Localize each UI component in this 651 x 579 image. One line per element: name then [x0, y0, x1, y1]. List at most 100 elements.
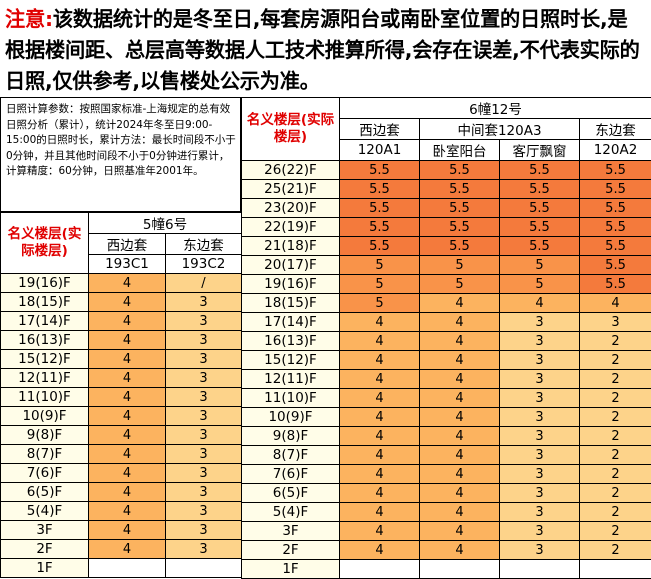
unit-code-header: 120A1	[340, 140, 420, 161]
floor-label: 22(19)F	[242, 218, 340, 237]
sunlight-hours-cell: 3	[500, 408, 580, 427]
sunlight-hours-cell: 4	[340, 503, 420, 522]
floor-label: 11(10)F	[242, 389, 340, 408]
floor-label: 18(15)F	[242, 294, 340, 313]
floor-label: 2F	[242, 541, 340, 560]
sunlight-hours-cell: 4	[89, 312, 166, 331]
sunlight-hours-cell: 4	[420, 484, 500, 503]
sunlight-hours-cell: 5.5	[580, 199, 651, 218]
sunlight-hours-cell: 2	[580, 541, 651, 560]
sunlight-hours-cell: 4	[89, 540, 166, 559]
sunlight-hours-cell: 4	[340, 427, 420, 446]
floor-label: 26(22)F	[242, 161, 340, 180]
sunlight-hours-cell: 5.5	[340, 199, 420, 218]
sunlight-hours-cell: 2	[580, 351, 651, 370]
sunlight-hours-cell: 3	[500, 522, 580, 541]
sunlight-hours-cell: 4	[340, 541, 420, 560]
floor-label: 9(8)F	[242, 427, 340, 446]
sunlight-hours-cell: 2	[580, 484, 651, 503]
floor-column-header: 名义楼层(实际楼层)	[242, 98, 340, 161]
sunlight-hours-cell: 5.5	[500, 161, 580, 180]
sunlight-hours-cell: 4	[89, 464, 166, 483]
sunlight-hours-cell: 3	[500, 541, 580, 560]
sunlight-hours-cell: 4	[420, 332, 500, 351]
sunlight-hours-cell: 4	[340, 389, 420, 408]
sunlight-hours-cell: 4	[420, 370, 500, 389]
sunlight-hours-cell: 4	[500, 294, 580, 313]
sunlight-hours-cell: 5.5	[500, 199, 580, 218]
sunlight-hours-cell: 3	[166, 426, 242, 445]
floor-label: 21(18)F	[242, 237, 340, 256]
sunlight-hours-cell: 5.5	[420, 180, 500, 199]
floor-label: 9(8)F	[1, 426, 89, 445]
sunlight-hours-cell: 4	[89, 274, 166, 293]
floor-label: 10(9)F	[242, 408, 340, 427]
sunlight-hours-cell: 3	[166, 464, 242, 483]
sunlight-hours-cell: 4	[420, 313, 500, 332]
sunlight-hours-cell: 3	[500, 427, 580, 446]
sunlight-hours-cell: 5.5	[580, 275, 651, 294]
sunlight-hours-cell: 3	[166, 483, 242, 502]
notice-text: 该数据统计的是冬至日,每套房源阳台或南卧室位置的日照时长,是根据楼间距、总层高等…	[5, 7, 640, 93]
floor-label: 17(14)F	[1, 312, 89, 331]
sunlight-hours-cell: 4	[89, 502, 166, 521]
sunlight-hours-cell: 5	[340, 294, 420, 313]
floor-label: 7(6)F	[1, 464, 89, 483]
floor-label: 3F	[242, 522, 340, 541]
sunlight-hours-cell: 3	[166, 540, 242, 559]
sunlight-hours-cell: 4	[340, 484, 420, 503]
floor-column-header: 名义楼层(实际楼层)	[1, 213, 89, 274]
sunlight-hours-cell: 3	[580, 313, 651, 332]
sunlight-hours-cell: 5.5	[580, 237, 651, 256]
unit-code-header: 卧室阳台	[420, 140, 500, 161]
sunlight-hours-cell: 4	[340, 313, 420, 332]
sunlight-hours-cell: 2	[580, 427, 651, 446]
floor-label: 8(7)F	[242, 446, 340, 465]
floor-label: 20(17)F	[242, 256, 340, 275]
sunlight-hours-cell: 4	[420, 541, 500, 560]
sunlight-hours-cell: 5	[500, 275, 580, 294]
sunlight-hours-cell: 5.5	[580, 256, 651, 275]
sunlight-hours-cell	[500, 560, 580, 579]
table-row: 1F	[242, 560, 651, 579]
sunlight-hours-cell	[89, 559, 166, 578]
sunlight-hours-cell: 3	[166, 502, 242, 521]
sunlight-hours-cell: 4	[340, 351, 420, 370]
sunlight-calculation-parameters: 日照计算参数：按照国家标准-上海规定的总有效日照分析（累计），统计2024年冬至…	[0, 97, 241, 212]
floor-label: 19(16)F	[242, 275, 340, 294]
unit-side-header: 中间套120A3	[420, 119, 580, 140]
sunlight-hours-cell: 3	[500, 351, 580, 370]
sunlight-hours-cell: 3	[166, 521, 242, 540]
sunlight-hours-cell	[420, 560, 500, 579]
sunlight-hours-cell: 4	[89, 350, 166, 369]
sunlight-hours-cell: 2	[580, 446, 651, 465]
floor-label: 2F	[1, 540, 89, 559]
sunlight-hours-cell: 4	[89, 369, 166, 388]
sunlight-hours-cell: 4	[580, 294, 651, 313]
sunlight-hours-cell: 2	[580, 522, 651, 541]
floor-label: 8(7)F	[1, 445, 89, 464]
sunlight-hours-cell: 5.5	[340, 180, 420, 199]
sunlight-hours-cell: 5	[340, 275, 420, 294]
notice-banner: 注意:该数据统计的是冬至日,每套房源阳台或南卧室位置的日照时长,是根据楼间距、总…	[0, 0, 651, 97]
sunlight-hours-cell: 4	[89, 331, 166, 350]
